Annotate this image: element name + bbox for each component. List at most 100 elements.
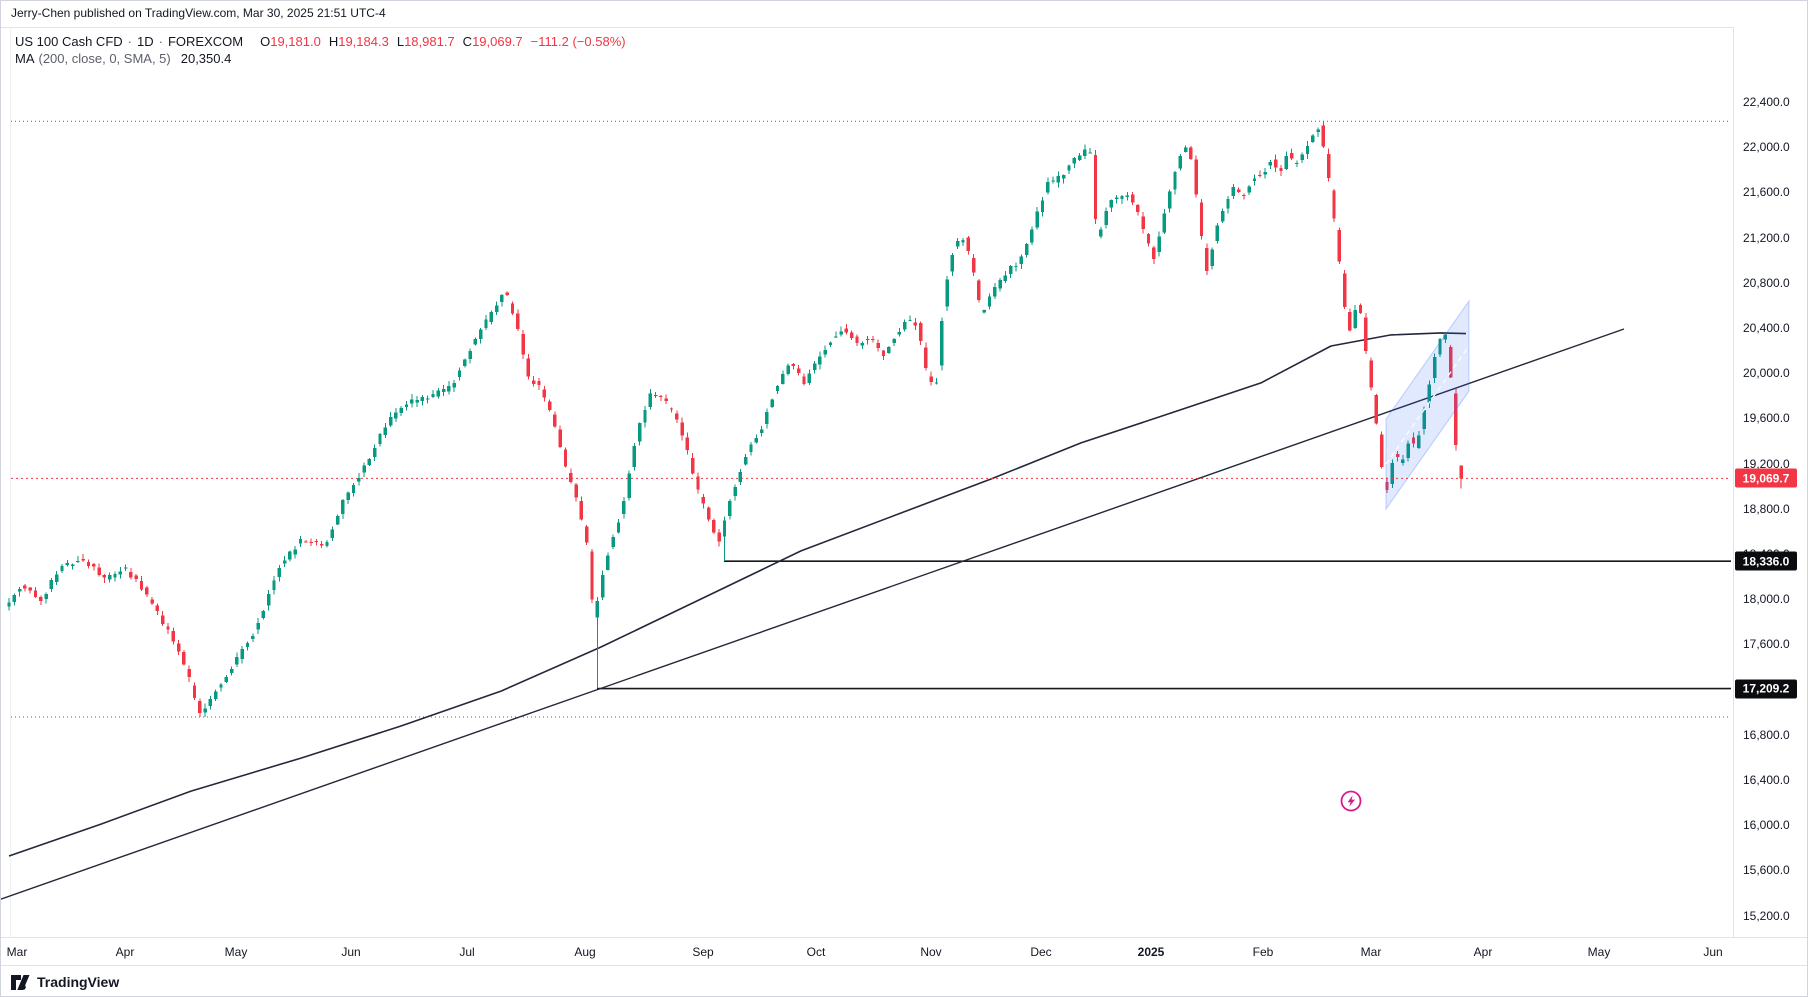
candle-down	[81, 559, 85, 561]
candle-down	[569, 472, 573, 482]
candle-up	[214, 691, 218, 699]
candle-down	[675, 413, 679, 420]
tradingview-logo[interactable]: TradingView	[11, 974, 119, 991]
candle-up	[786, 365, 790, 374]
candle-up	[293, 549, 297, 555]
candle-down	[150, 599, 154, 604]
candle-up	[12, 595, 16, 603]
candle-down	[1321, 125, 1326, 147]
candle-up	[367, 459, 372, 465]
candle-up	[1401, 459, 1405, 464]
lightning-idea-icon[interactable]	[1340, 790, 1362, 812]
candle-up	[436, 390, 440, 397]
candle-down	[547, 401, 552, 411]
candle-up	[865, 339, 870, 341]
candle-down	[1448, 346, 1453, 378]
candle-down	[1199, 202, 1204, 237]
candle-up	[993, 286, 997, 297]
price-tick-label: 19,200.0	[1743, 456, 1790, 471]
candle-down	[510, 303, 515, 314]
candle-up	[484, 319, 488, 328]
candle-down	[1093, 154, 1098, 219]
candle-down	[192, 685, 197, 699]
price-axis[interactable]: 22,400.0 22,000.0 21,600.0 21,200.0 20,800.0…	[1733, 27, 1807, 937]
candlestick-chart[interactable]	[1, 27, 1733, 937]
candle-up	[1247, 186, 1251, 193]
candle-up	[288, 551, 292, 560]
ma-name[interactable]: MA	[15, 51, 35, 66]
candle-up	[60, 565, 64, 571]
exchange-label: FOREXCOM	[167, 34, 244, 49]
candle-down	[516, 313, 520, 329]
candle-down	[669, 408, 674, 410]
candle-up	[1226, 199, 1230, 209]
interval-label[interactable]: 1D	[137, 34, 154, 49]
candle-down	[850, 332, 854, 338]
candle-down	[918, 323, 923, 342]
candle-up	[1077, 155, 1082, 160]
time-axis[interactable]: Mar Apr May Jun Jul Aug Sep Oct Nov Dec 2025 Feb Mar…	[1, 937, 1807, 965]
candle-down	[966, 237, 970, 252]
candle-down	[171, 630, 175, 642]
chart-legend: US 100 Cash CFD · 1D · FOREXCOM O19,181.0 H19,…	[15, 33, 626, 67]
ma200-line[interactable]	[8, 332, 1467, 857]
time-tick-month: Mar	[6, 945, 28, 959]
candle-up	[1215, 225, 1220, 241]
tradingview-logomark	[11, 974, 30, 990]
candle-down	[844, 328, 849, 333]
candle-up	[118, 571, 122, 575]
ma-indicator-row[interactable]: MA (200, close, 0, SMA, 5) 20,350.4	[15, 50, 626, 67]
candle-up	[998, 280, 1002, 289]
ohlc-letter: O	[260, 34, 271, 49]
plot-left-border	[10, 27, 11, 937]
header-divider	[1, 27, 1807, 28]
candle-up	[1104, 210, 1108, 226]
candle-up	[611, 537, 615, 548]
symbol-row[interactable]: US 100 Cash CFD · 1D · FOREXCOM O19,181.0 H19,…	[15, 33, 626, 50]
candle-up	[219, 684, 223, 688]
candle-down	[871, 338, 875, 340]
candle-up	[1210, 249, 1214, 267]
candle-up	[452, 382, 456, 388]
candle-up	[622, 500, 626, 515]
time-tick-month: May	[224, 945, 248, 959]
candle-up	[441, 389, 446, 392]
ascending-trendline[interactable]	[1, 328, 1625, 900]
price-tick-label: 20,000.0	[1743, 366, 1790, 381]
footer-bar: TradingView	[1, 965, 1807, 996]
candle-up	[1438, 338, 1442, 355]
candle-up	[950, 254, 955, 272]
candle-up	[404, 404, 409, 408]
candle-down	[706, 507, 711, 520]
candle-down	[97, 567, 101, 576]
candle-up	[749, 444, 753, 453]
candle-down	[791, 364, 796, 366]
candle-down	[1395, 453, 1400, 458]
candle-down	[39, 596, 43, 601]
candle-down	[1146, 234, 1151, 244]
candle-down	[590, 551, 594, 600]
candle-up	[325, 542, 329, 546]
candle-up	[17, 588, 22, 592]
candle-up	[987, 296, 992, 307]
candle-up	[1221, 210, 1225, 222]
candle-down	[1236, 189, 1241, 192]
time-tick-month: Nov	[920, 945, 942, 959]
candle-up	[945, 279, 949, 307]
candle-up	[346, 492, 350, 500]
candle-up	[415, 399, 419, 403]
candle-up	[108, 575, 112, 580]
time-tick-month: May	[1587, 945, 1611, 959]
candle-up	[1433, 356, 1437, 379]
candle-up	[1284, 155, 1288, 169]
candle-down	[1141, 216, 1145, 230]
candle-down	[1258, 175, 1262, 177]
candle-down	[1459, 465, 1463, 479]
symbol-title[interactable]: US 100 Cash CFD	[15, 34, 123, 49]
candle-up	[55, 574, 59, 582]
candle-down	[680, 422, 684, 436]
candle-down	[1242, 194, 1246, 196]
candle-up	[956, 241, 960, 247]
candle-up	[1157, 236, 1161, 252]
candle-down	[563, 449, 568, 467]
